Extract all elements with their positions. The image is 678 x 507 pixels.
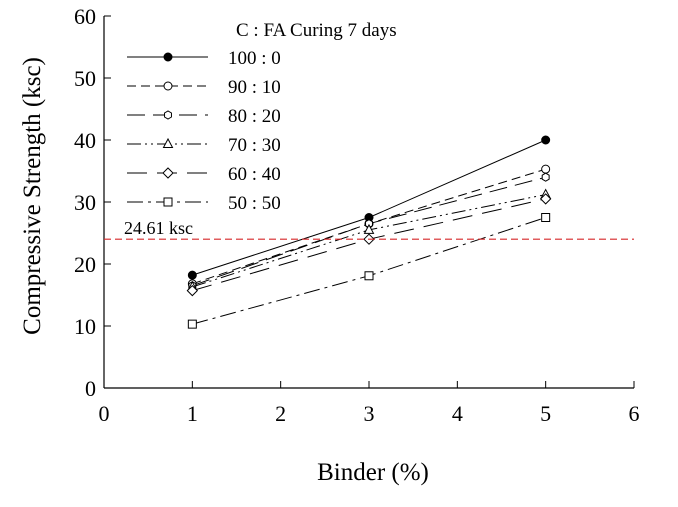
- y-tick-label: 40: [74, 128, 96, 153]
- legend-label: 90 : 10: [228, 77, 281, 98]
- x-tick-label: 3: [364, 401, 375, 426]
- legend-entry: 100 : 0: [127, 48, 281, 69]
- x-tick-label: 5: [540, 401, 551, 426]
- legend-label: 50 : 50: [228, 193, 281, 214]
- y-tick-label: 50: [74, 66, 96, 91]
- data-point: [539, 193, 552, 205]
- legend-marker: [163, 81, 173, 91]
- legend-label: 70 : 30: [228, 135, 281, 156]
- x-tick-label: 6: [629, 401, 640, 426]
- data-point: [187, 270, 197, 280]
- legend-title: C : FA Curing 7 days: [236, 20, 397, 41]
- legend-marker: [162, 167, 174, 179]
- y-tick-label: 60: [74, 4, 96, 29]
- y-tick-label: 10: [74, 314, 96, 339]
- y-tick-label: 30: [74, 190, 96, 215]
- reference-line-label: 24.61 ksc: [124, 218, 193, 238]
- legend-label: 100 : 0: [228, 48, 281, 69]
- legend-marker: [163, 197, 173, 207]
- x-axis-label: Binder (%): [317, 459, 429, 486]
- series-5: [187, 213, 551, 329]
- legend-entry: 60 : 40: [127, 164, 281, 185]
- legend-marker: [164, 110, 172, 120]
- legend: C : FA Curing 7 days 100 : 0 90 : 10 80 : 2…: [127, 20, 397, 214]
- x-tick-label: 0: [99, 401, 110, 426]
- reference-line-group: 24.61 ksc: [104, 218, 634, 240]
- x-tick-label: 4: [452, 401, 463, 426]
- data-point: [364, 271, 374, 281]
- data-point: [187, 319, 197, 329]
- legend-marker: [162, 137, 174, 148]
- x-tick-label: 1: [187, 401, 198, 426]
- data-point: [541, 164, 551, 174]
- legend-entry: 70 : 30: [127, 135, 281, 156]
- y-tick-label: 20: [74, 252, 96, 277]
- data-point: [186, 284, 199, 297]
- plot-area: 0 10 20 30 40 50 60 0 1 2 3 4 5 6 Binder (%) Compressiv…: [19, 4, 640, 486]
- legend-entry: 80 : 20: [127, 106, 281, 127]
- legend-marker: [163, 52, 173, 62]
- y-tick-label: 0: [85, 376, 96, 401]
- legend-label: 80 : 20: [228, 106, 281, 127]
- data-point: [541, 172, 550, 182]
- legend-entry: 90 : 10: [127, 77, 281, 98]
- legend-entry: 50 : 50: [127, 193, 281, 214]
- x-tick-label: 2: [275, 401, 286, 426]
- data-point: [541, 213, 551, 222]
- y-axis-label: Compressive Strength (ksc): [19, 57, 46, 335]
- data-point: [363, 223, 375, 234]
- legend-label: 60 : 40: [228, 164, 281, 185]
- data-point: [541, 135, 551, 145]
